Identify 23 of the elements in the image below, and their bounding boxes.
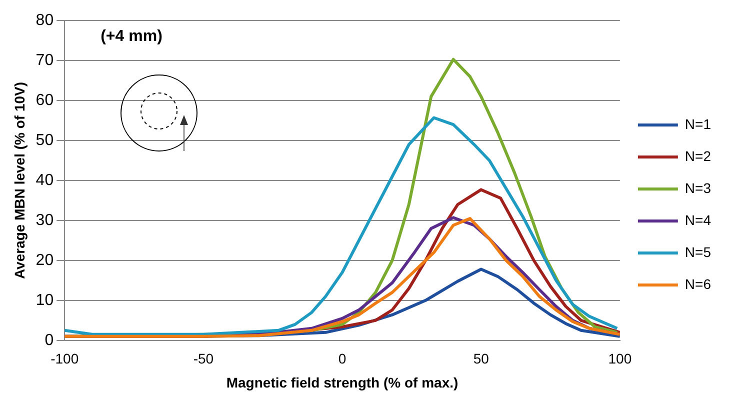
x-tick-label: 100 [608, 350, 632, 367]
y-tick-label: 40 [36, 172, 54, 189]
legend-label: N=5 [684, 244, 712, 260]
legend-label: N=1 [684, 116, 712, 132]
legend-label: N=2 [684, 148, 712, 164]
legend-label: N=6 [684, 276, 712, 292]
y-axis-title: Average MBN level (% of 10V) [11, 82, 28, 280]
x-tick-label: 50 [473, 350, 490, 367]
x-axis-title: Magnetic field strength (% of max.) [226, 374, 458, 390]
y-tick-label: 80 [36, 12, 54, 30]
y-tick-label: 10 [36, 292, 54, 309]
x-tick-label: 0 [338, 350, 346, 367]
legend-label: N=3 [684, 180, 712, 196]
y-tick-label: 20 [36, 252, 54, 269]
y-tick-label: 70 [36, 52, 54, 69]
legend-label: N=4 [684, 212, 712, 228]
y-tick-label: 60 [36, 92, 54, 109]
x-tick-label: -100 [50, 350, 79, 367]
y-tick-label: 50 [36, 132, 54, 149]
y-tick-label: 30 [36, 212, 54, 229]
y-tick-label: 0 [44, 332, 54, 349]
x-tick-label: -50 [193, 350, 214, 367]
annotation: (+4 mm) [100, 28, 162, 46]
